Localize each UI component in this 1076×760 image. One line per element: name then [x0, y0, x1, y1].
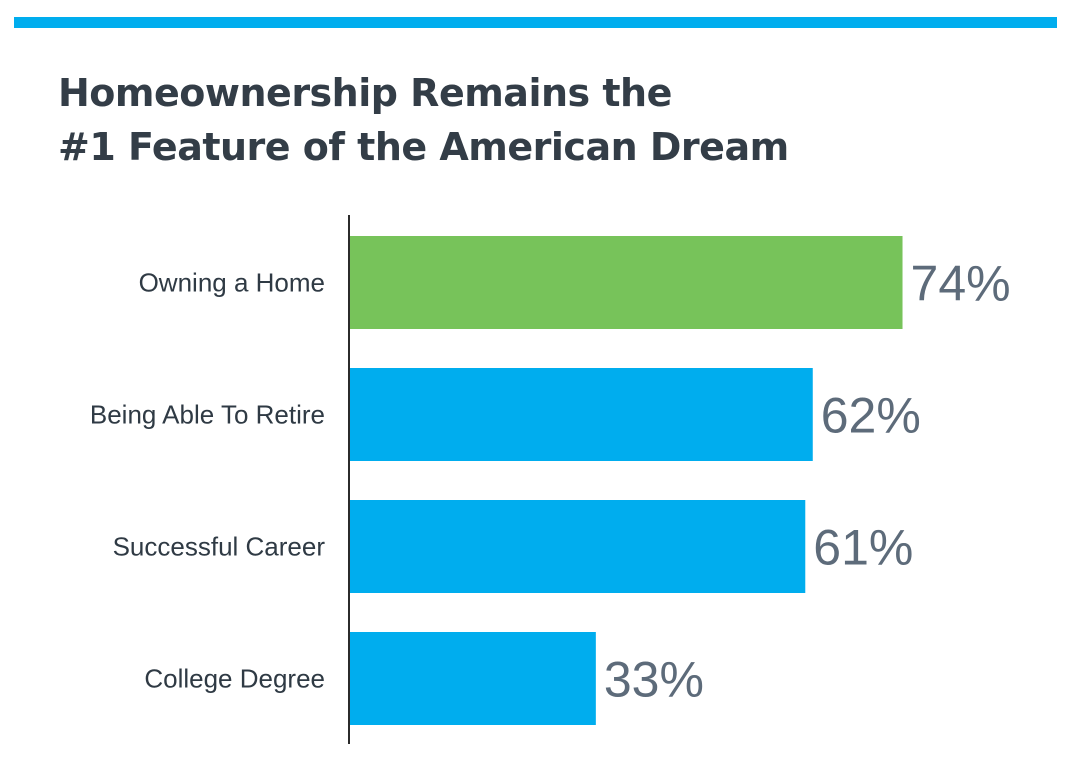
- chart-title-line-1: Homeownership Remains the: [58, 71, 672, 115]
- value-label-successful-career: 61%: [813, 520, 913, 576]
- bar-college-degree: [349, 632, 596, 725]
- value-label-being-able-to-retire: 62%: [821, 388, 921, 444]
- category-label-successful-career: Successful Career: [113, 532, 326, 562]
- value-label-owning-a-home: 74%: [911, 256, 1011, 312]
- chart-title-line-2: #1 Feature of the American Dream: [58, 125, 789, 169]
- bar-owning-a-home: [349, 236, 903, 329]
- category-label-college-degree: College Degree: [144, 664, 325, 694]
- bar-successful-career: [349, 500, 806, 593]
- chart-title: Homeownership Remains the #1 Feature of …: [58, 66, 789, 174]
- bar-being-able-to-retire: [349, 368, 813, 461]
- category-label-owning-a-home: Owning a Home: [139, 268, 325, 298]
- top-accent-rule: [14, 17, 1057, 28]
- value-label-college-degree: 33%: [604, 652, 704, 708]
- category-label-being-able-to-retire: Being Able To Retire: [90, 400, 325, 430]
